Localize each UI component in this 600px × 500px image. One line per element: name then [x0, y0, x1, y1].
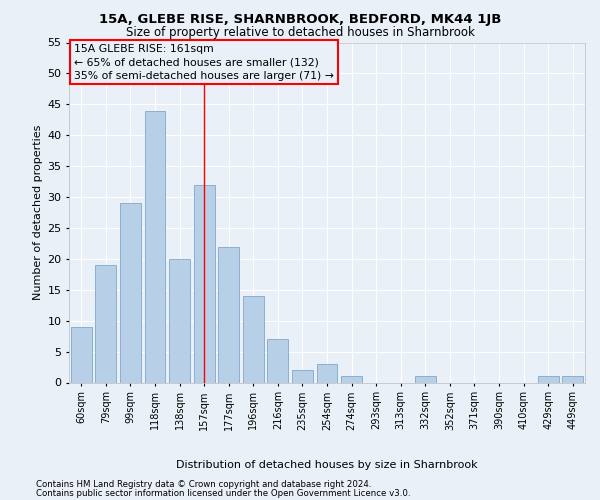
Bar: [292, 370, 313, 382]
Bar: [562, 376, 583, 382]
Bar: [317, 364, 337, 382]
Bar: [71, 327, 92, 382]
Text: 15A, GLEBE RISE, SHARNBROOK, BEDFORD, MK44 1JB: 15A, GLEBE RISE, SHARNBROOK, BEDFORD, MK…: [99, 12, 501, 26]
Text: Size of property relative to detached houses in Sharnbrook: Size of property relative to detached ho…: [125, 26, 475, 39]
Bar: [145, 110, 166, 382]
Bar: [538, 376, 559, 382]
Bar: [218, 246, 239, 382]
Text: Contains HM Land Registry data © Crown copyright and database right 2024.: Contains HM Land Registry data © Crown c…: [36, 480, 371, 489]
Bar: [341, 376, 362, 382]
Bar: [194, 184, 215, 382]
Y-axis label: Number of detached properties: Number of detached properties: [33, 125, 43, 300]
Text: Contains public sector information licensed under the Open Government Licence v3: Contains public sector information licen…: [36, 488, 410, 498]
Bar: [268, 339, 289, 382]
Text: 15A GLEBE RISE: 161sqm
← 65% of detached houses are smaller (132)
35% of semi-de: 15A GLEBE RISE: 161sqm ← 65% of detached…: [74, 44, 334, 80]
X-axis label: Distribution of detached houses by size in Sharnbrook: Distribution of detached houses by size …: [176, 460, 478, 470]
Bar: [95, 265, 116, 382]
Bar: [415, 376, 436, 382]
Bar: [243, 296, 264, 382]
Bar: [169, 259, 190, 382]
Bar: [120, 203, 141, 382]
